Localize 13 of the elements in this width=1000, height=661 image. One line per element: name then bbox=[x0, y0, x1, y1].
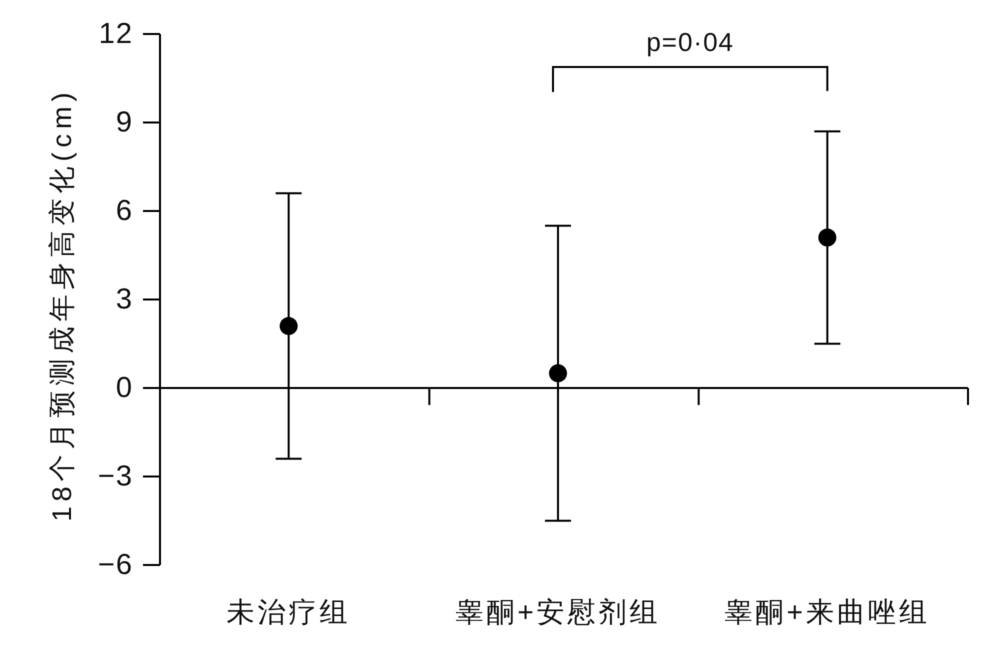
x-tick-label: 睾酮+安慰剂组 bbox=[455, 596, 661, 628]
y-tick-label: 0 bbox=[116, 372, 133, 404]
y-tick-label: 12 bbox=[98, 18, 133, 50]
y-axis-title: 18个月预测成年身高变化(cm) bbox=[47, 87, 77, 522]
x-tick-label: 睾酮+来曲唑组 bbox=[724, 596, 930, 628]
y-tick-label: −6 bbox=[98, 549, 133, 581]
y-tick-label: 3 bbox=[116, 284, 133, 316]
y-tick-label: 6 bbox=[116, 195, 133, 227]
x-tick-label: 未治疗组 bbox=[226, 596, 351, 628]
y-tick-label: −3 bbox=[98, 460, 133, 492]
annotation: p=0·04 bbox=[646, 27, 734, 57]
annotation: p=0·04 bbox=[552, 27, 828, 92]
y-tick-label: 9 bbox=[116, 106, 133, 138]
